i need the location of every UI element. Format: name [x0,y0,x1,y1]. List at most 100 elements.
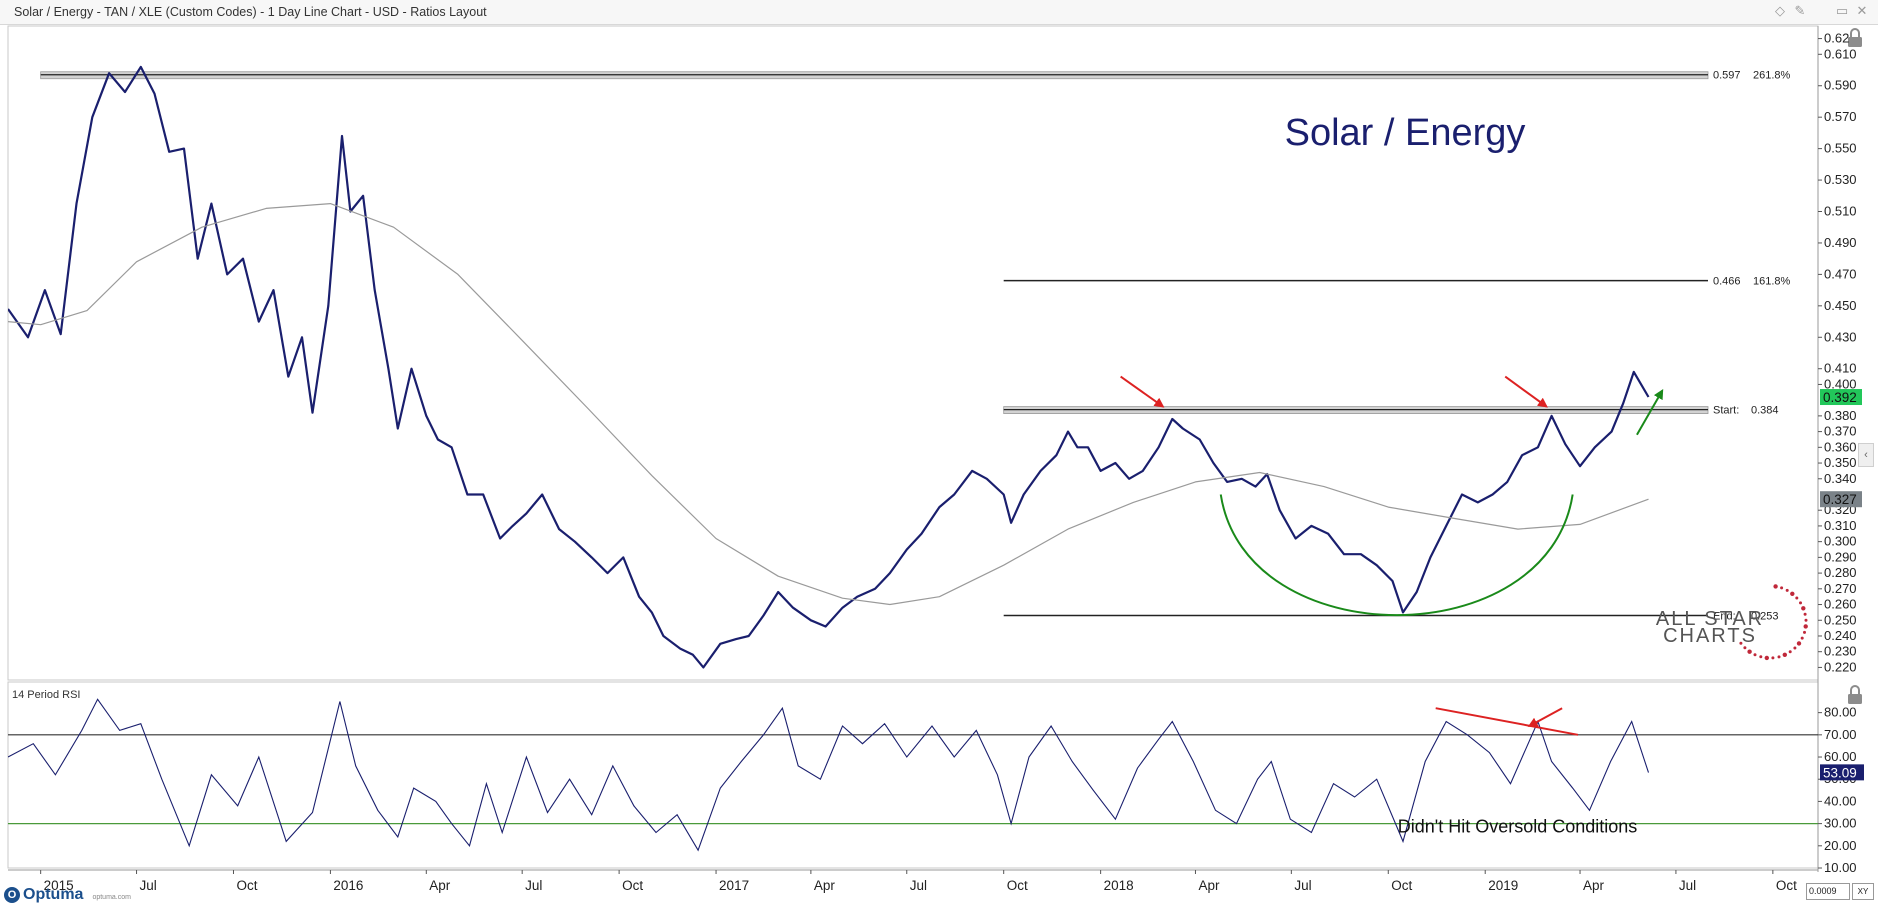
price-y-tick-label: 0.250 [1824,612,1857,627]
price-y-tick-label: 0.380 [1824,408,1857,423]
chart-title: Solar / Energy [1285,112,1526,154]
watermark-dot [1801,606,1806,611]
red-arrow [1120,375,1165,408]
watermark-dot [1777,655,1781,659]
watermark-dot [1739,641,1743,645]
price-y-tick-label: 0.530 [1824,172,1857,187]
cup-arc [1219,494,1574,617]
watermark-dot [1793,646,1797,650]
watermark-dot [1780,586,1784,590]
watermark-text-top: ALL STAR [1656,608,1764,630]
x-tick-label: 2016 [333,878,363,893]
rsi-divergence-line [1435,707,1579,736]
restore-window-icon[interactable]: ▭ [1835,3,1849,18]
x-tick-label: Oct [236,878,257,893]
x-tick-label: Oct [622,878,643,893]
rsi-series-line [8,698,1650,852]
watermark-dot [1753,653,1757,657]
rsi-y-tick-label: 20.00 [1824,838,1857,853]
price-series-line [8,65,1650,669]
price-y-tick-label: 0.280 [1824,565,1857,580]
window-title: Solar / Energy - TAN / XLE (Custom Codes… [14,5,487,19]
x-tick-label: Oct [1007,878,1028,893]
price-y-tick-label: 0.510 [1824,204,1857,219]
optuma-logo-icon: O [4,886,20,903]
rsi-red-arrow [1527,707,1563,727]
green-arrow [1636,388,1664,436]
price-label-value: 0.392 [1823,390,1857,405]
price-y-tick-label: 0.240 [1824,628,1857,643]
rsi-y-tick-label: 60.00 [1824,749,1857,764]
moving-average-line [8,203,1649,606]
zoom-level-field[interactable]: 0.0009 [1806,883,1850,900]
diamond-icon[interactable]: ◇ [1775,3,1785,18]
watermark-dot [1773,584,1778,589]
watermark-dot [1803,624,1808,629]
pin-icon[interactable]: ✎ [1794,3,1806,18]
price-y-tick-label: 0.230 [1824,644,1857,659]
rsi-y-tick-label: 70.00 [1824,727,1857,742]
watermark-text-bottom: CHARTS [1663,625,1757,647]
watermark-dot [1785,588,1789,592]
watermark-dot [1803,630,1806,634]
price-y-tick-label: 0.350 [1824,455,1857,470]
price-y-tick-label: 0.610 [1824,46,1857,61]
optuma-url: optuma.com [92,894,131,901]
x-tick-label: Oct [1776,878,1797,893]
level-tag: Start: [1713,405,1739,417]
rsi-y-tick-label: 80.00 [1824,705,1857,720]
price-y-tick-label: 0.550 [1824,141,1857,156]
x-tick-label: Jul [1294,878,1311,893]
price-y-tick-label: 0.300 [1824,534,1857,549]
price-label-value: 0.327 [1823,492,1857,507]
red-arrow [1504,375,1548,408]
x-tick-label: Jul [910,878,927,893]
lock-icon [1848,694,1862,704]
price-y-tick-label: 0.490 [1824,235,1857,250]
level-value: 0.384 [1751,405,1779,417]
watermark-dot [1799,601,1802,605]
optuma-logo-text: Optuma [23,885,84,903]
level-value: 0.466 [1713,276,1741,288]
rsi-y-tick-label: 40.00 [1824,793,1857,808]
price-y-tick-label: 0.430 [1824,329,1857,344]
price-y-tick-label: 0.400 [1824,376,1857,391]
rsi-y-tick-label: 10.00 [1824,860,1857,875]
rsi-current-value: 53.09 [1823,765,1857,780]
price-y-tick-label: 0.62 [1824,31,1849,46]
rsi-panel-frame [7,681,1819,869]
x-tick-label: Jul [140,878,157,893]
x-tick-label: Apr [814,878,836,893]
level-tag: End: [1713,611,1736,623]
x-tick-label: Apr [1583,878,1605,893]
price-y-tick-label: 0.470 [1824,266,1857,281]
price-y-tick-label: 0.260 [1824,597,1857,612]
watermark-dot [1795,596,1799,600]
watermark-dot [1743,646,1747,650]
price-y-tick-label: 0.220 [1824,659,1857,674]
watermark-dot [1803,612,1807,616]
close-icon[interactable]: ✕ [1856,3,1868,18]
watermark-dot [1771,656,1775,660]
collapse-panel-button[interactable]: ‹ [1858,443,1874,467]
x-tick-label: 2017 [719,878,749,893]
price-label-box [1820,491,1862,508]
price-label-box [1820,389,1862,406]
level-tag: 161.8% [1753,276,1791,288]
xy-toggle-button[interactable]: XY [1852,883,1874,900]
watermark-dot [1796,641,1802,646]
watermark-dot [1759,655,1763,659]
level-tag: 261.8% [1753,70,1791,82]
x-tick-label: 2019 [1488,878,1518,893]
lock-icon [1848,37,1862,47]
x-tick-label: Oct [1391,878,1412,893]
lock-icon-shackle [1850,28,1860,37]
watermark-dot [1804,618,1808,622]
x-tick-label: 2015 [44,878,74,893]
watermark-dot [1764,655,1770,661]
level-value: 0.253 [1751,611,1779,623]
price-y-tick-label: 0.590 [1824,78,1857,93]
watermark-dot [1800,636,1804,640]
price-y-tick-label: 0.360 [1824,439,1857,454]
